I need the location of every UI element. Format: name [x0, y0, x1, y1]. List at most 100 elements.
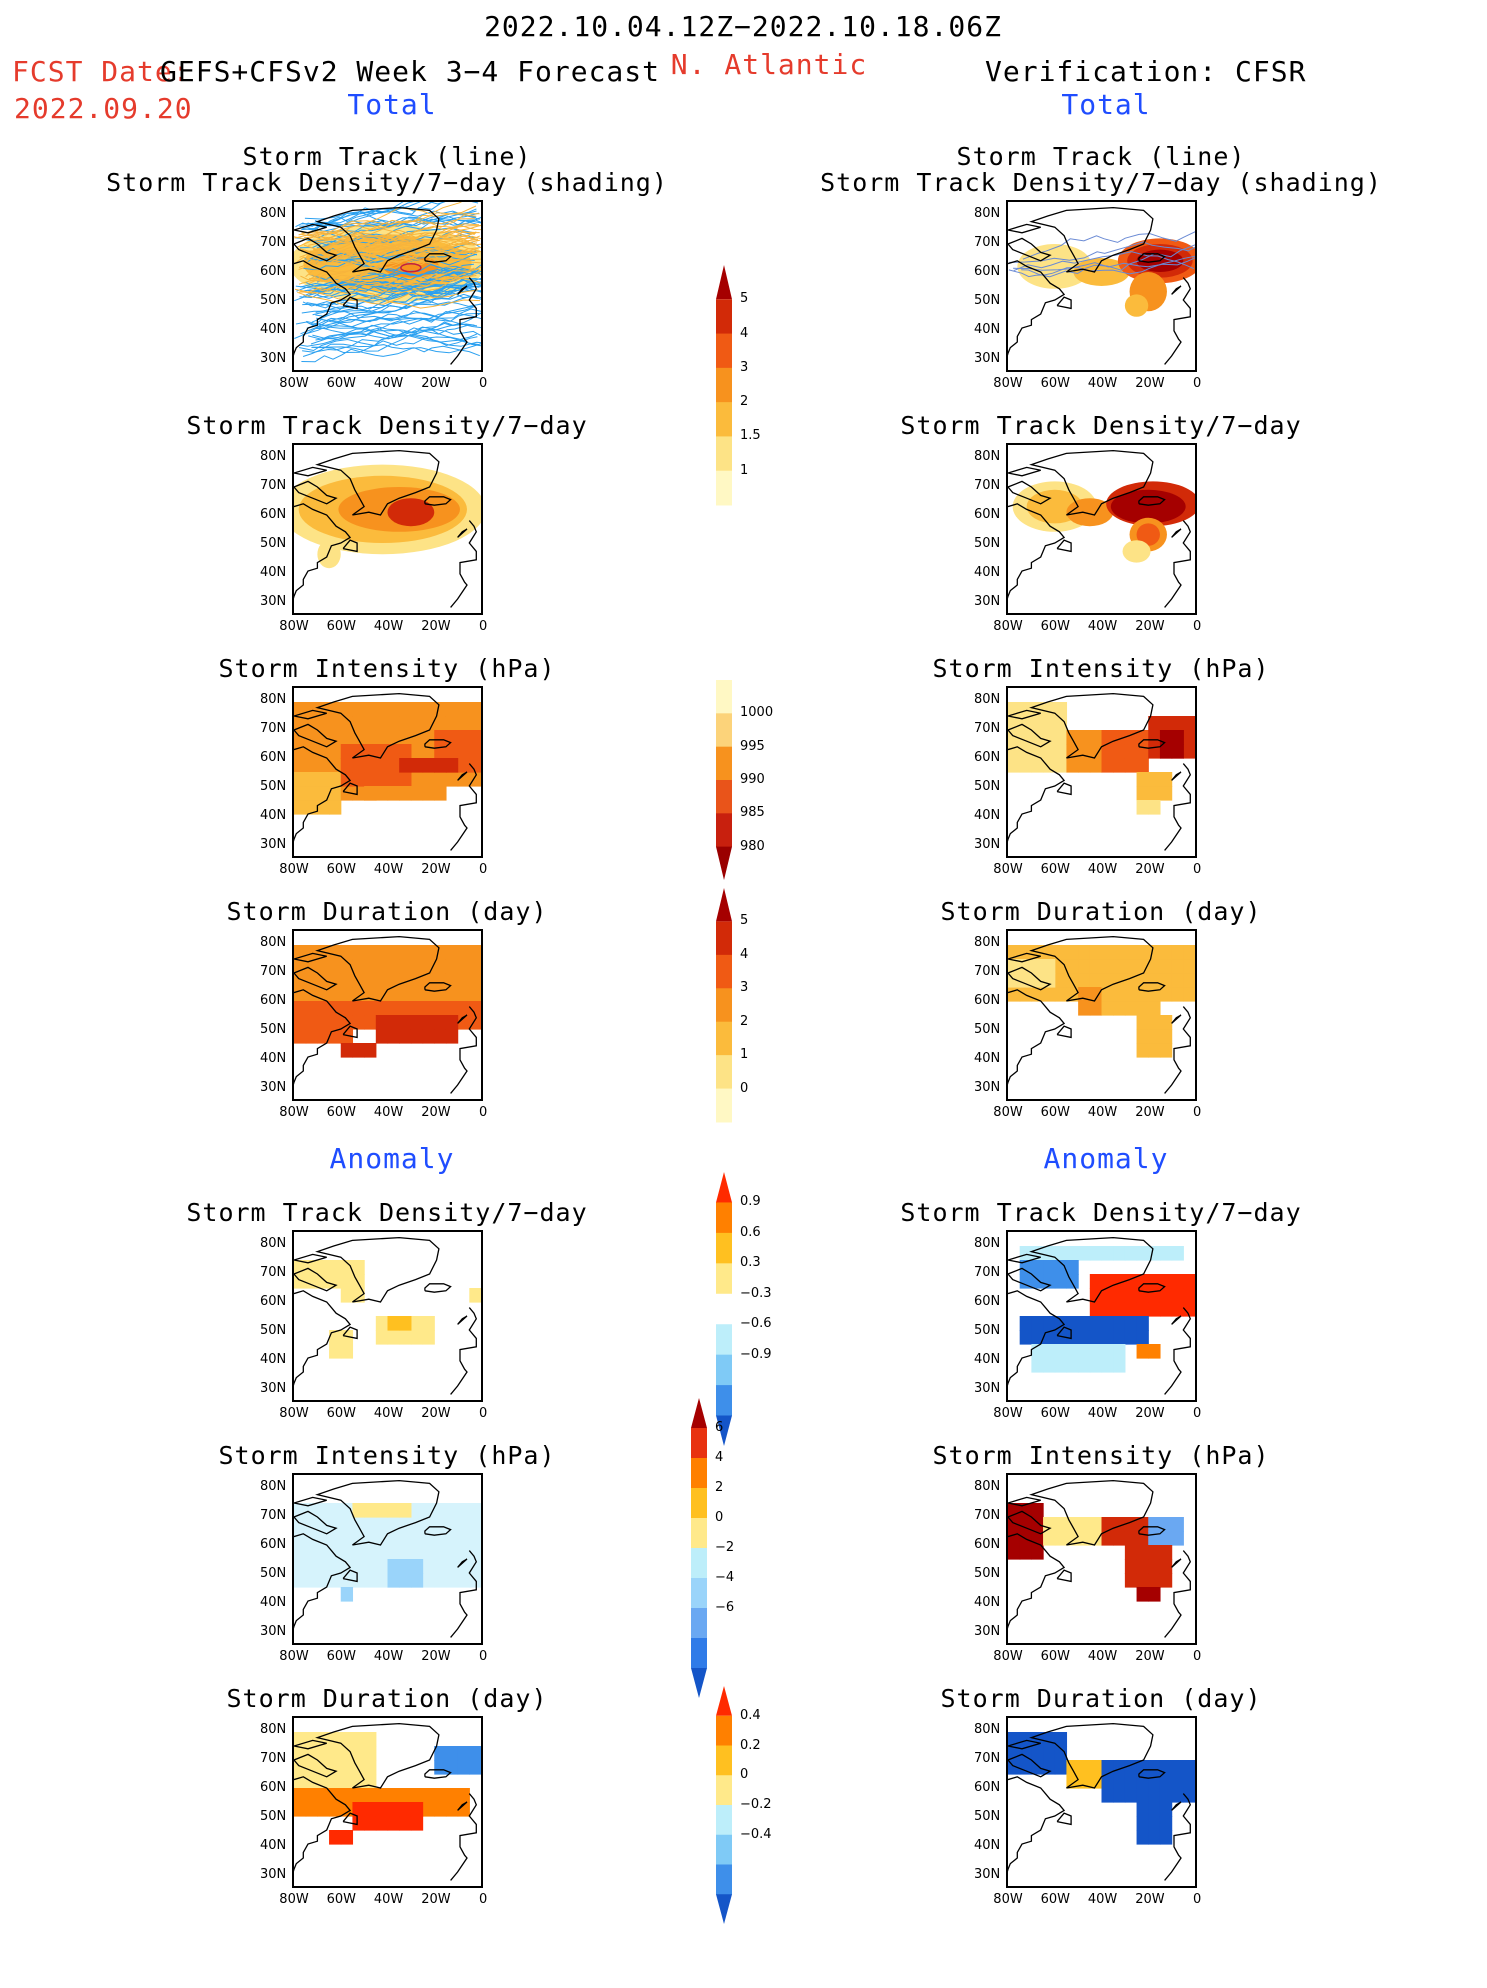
verification-total-track-title: Storm Track (line) — [956, 142, 1246, 171]
grid-cell — [1159, 1531, 1173, 1546]
colorbar-swatch — [691, 1668, 707, 1698]
grid-cell — [1101, 730, 1114, 745]
grid-cell — [340, 1531, 354, 1546]
lat-tick-label: 80N — [260, 449, 287, 464]
grid-cell — [457, 1517, 470, 1532]
grid-cell — [422, 1802, 435, 1817]
grid-cell — [1054, 1517, 1068, 1532]
lat-tick-label: 80N — [260, 935, 287, 950]
grid-cell — [340, 758, 354, 773]
grid-cell — [1124, 1559, 1138, 1574]
grid-cell — [329, 945, 342, 960]
grid-cell — [1043, 1358, 1056, 1373]
colorbar-label: 0.6 — [740, 1224, 761, 1240]
grid-cell — [1054, 702, 1068, 717]
grid-cell — [469, 1015, 481, 1030]
grid-cell — [457, 945, 470, 960]
colorbar-swatch — [716, 1415, 732, 1446]
grid-cell — [294, 987, 307, 1002]
grid-cell — [305, 1760, 318, 1775]
grid-cell — [445, 772, 459, 787]
lat-tick-label: 70N — [974, 235, 1001, 250]
grid-cell — [1066, 959, 1079, 974]
grid-cell — [1089, 1246, 1103, 1261]
coastline — [1029, 692, 1154, 759]
grid-cell — [1101, 1788, 1114, 1803]
grid-cell — [410, 730, 424, 745]
grid-cell — [317, 1260, 330, 1275]
grid-cell — [399, 786, 412, 801]
grid-cell — [445, 959, 459, 974]
grid-cell — [1148, 1302, 1161, 1317]
storm-track-line — [299, 308, 481, 347]
lon-tick-label: 60W — [1040, 1892, 1070, 1907]
grid-cell — [1031, 1503, 1044, 1518]
colorbar-swatch — [716, 1715, 732, 1746]
grid-cell — [1113, 1517, 1126, 1532]
colorbar-swatch — [716, 436, 732, 472]
verification-total-track-map — [1006, 200, 1197, 372]
grid-cell — [1136, 945, 1149, 960]
grid-cell — [329, 1330, 342, 1345]
grid-cell — [1124, 1316, 1138, 1331]
storm-track-line — [300, 310, 481, 335]
grid-cell — [364, 716, 377, 731]
grid-cell — [387, 772, 400, 787]
lon-tick-label: 60W — [326, 1892, 356, 1907]
lat-tick-label: 50N — [260, 1809, 287, 1824]
grid-cell — [317, 973, 330, 988]
lon-tick-label: 60W — [1040, 619, 1070, 634]
lon-tick-label: 20W — [1135, 1649, 1165, 1664]
lat-tick-label: 40N — [974, 1051, 1001, 1066]
grid-cell — [305, 1503, 318, 1518]
grid-cell — [410, 1816, 424, 1831]
colorbar-label: 0.9 — [740, 1194, 761, 1210]
colorbar-swatch — [716, 1385, 732, 1417]
grid-cell — [329, 730, 342, 745]
grid-cell — [399, 973, 412, 988]
grid-cell — [1031, 1330, 1044, 1345]
grid-cell — [340, 1830, 354, 1845]
grid-cell — [375, 1573, 389, 1588]
storm-track-line — [1009, 241, 1195, 263]
coastline — [1056, 1326, 1072, 1340]
grid-cell — [1113, 1302, 1126, 1317]
grid-cell — [1124, 1330, 1138, 1345]
grid-cell — [1159, 1573, 1173, 1588]
grid-cell — [387, 1545, 400, 1560]
storm-track-line — [296, 202, 463, 248]
grid-cell — [329, 716, 342, 731]
lat-tick-label: 70N — [974, 1508, 1001, 1523]
grid-cell — [469, 1503, 481, 1518]
lon-tick-label: 20W — [1135, 376, 1165, 391]
coastline — [1056, 1025, 1072, 1039]
grid-cell — [1148, 1029, 1161, 1044]
grid-cell — [410, 945, 424, 960]
grid-cell — [387, 1573, 400, 1588]
grid-cell — [1019, 1260, 1032, 1275]
grid-cell — [410, 1015, 424, 1030]
density-blob — [1066, 498, 1114, 527]
grid-cell — [317, 1746, 330, 1761]
grid-cell — [375, 1559, 389, 1574]
grid-cell — [1124, 1288, 1138, 1303]
lat-tick-label: 70N — [974, 1265, 1001, 1280]
grid-cell — [1183, 987, 1195, 1002]
lat-tick-label: 40N — [260, 1838, 287, 1853]
grid-cell — [1124, 959, 1138, 974]
grid-cell — [1078, 1517, 1091, 1532]
grid-cell — [1136, 1559, 1149, 1574]
lat-tick-label: 60N — [974, 993, 1001, 1008]
grid-cell — [422, 772, 435, 787]
grid-cell — [1136, 1545, 1149, 1560]
grid-cell — [305, 1732, 318, 1747]
coastline — [450, 1550, 478, 1638]
storm-track-line — [316, 218, 475, 243]
grid-cell — [410, 1001, 424, 1016]
lon-tick-label: 20W — [1135, 619, 1165, 634]
lat-tick-label: 50N — [974, 779, 1001, 794]
grid-cell — [1043, 730, 1056, 745]
grid-cell — [1148, 1344, 1161, 1359]
storm-track-line — [301, 343, 481, 363]
grid-cell — [445, 987, 459, 1002]
